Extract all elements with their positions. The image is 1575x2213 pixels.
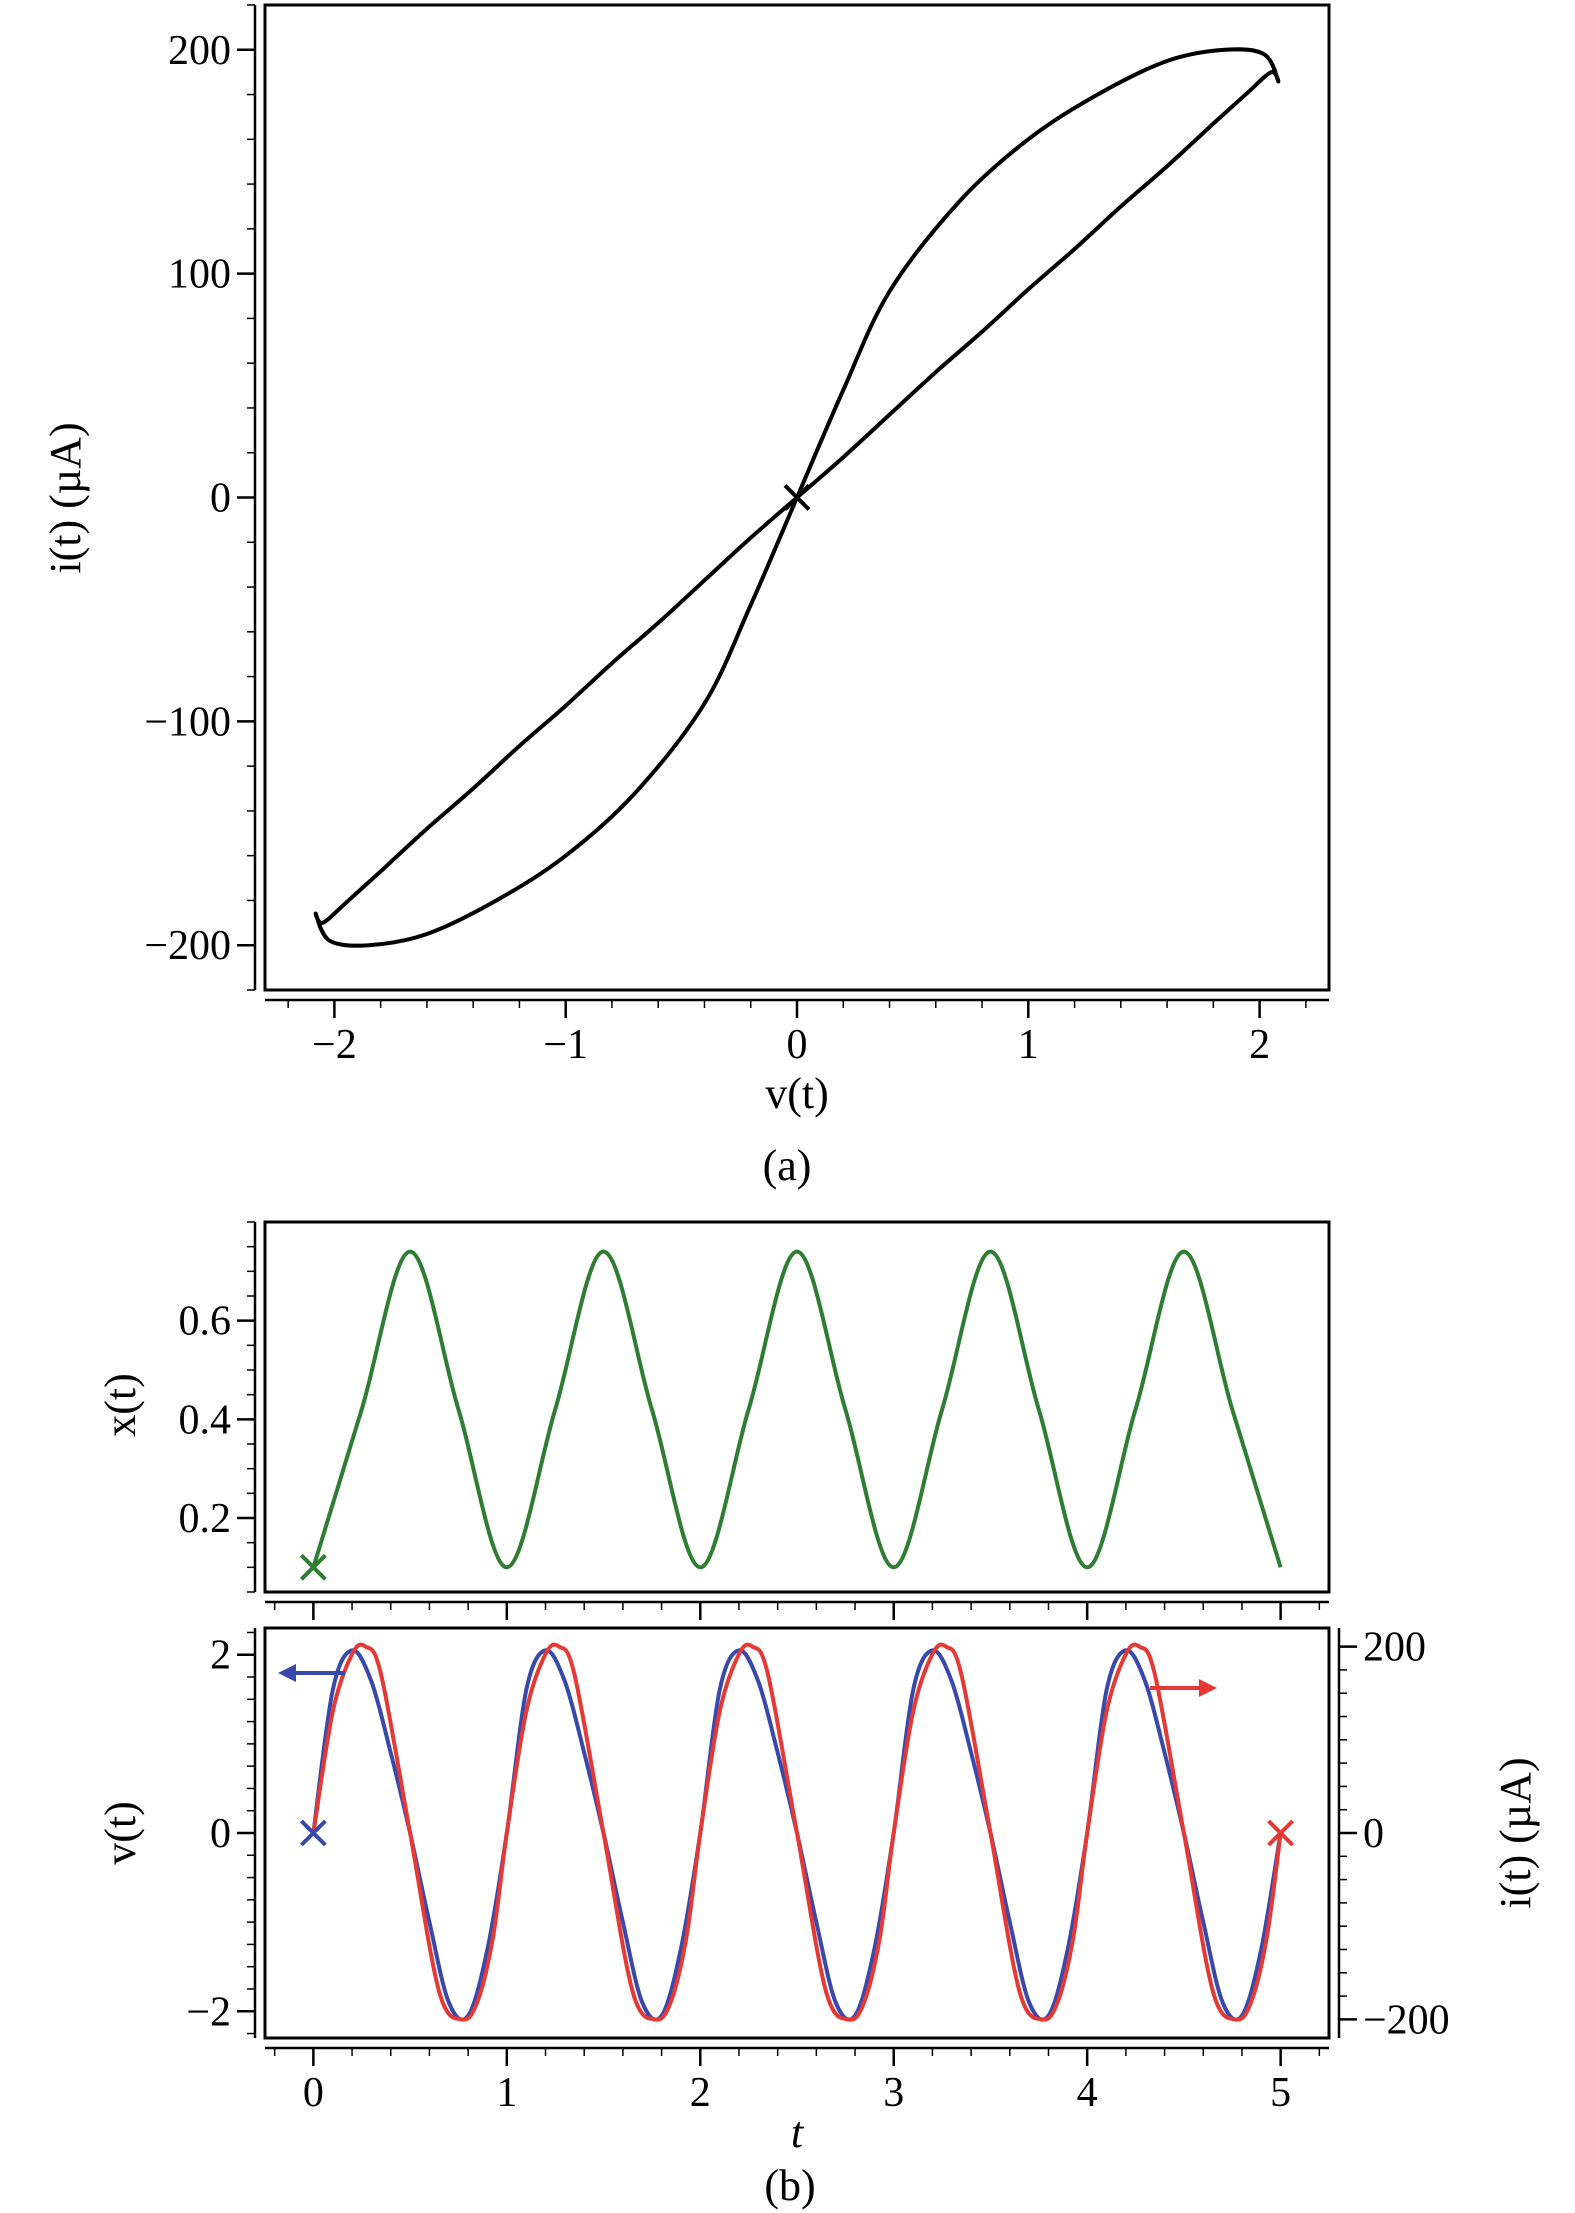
y-tick-label: −2 [186,1989,231,2035]
y-tick-label: 0 [1363,1811,1384,1857]
panel-b-top-x-ticks [273,1602,1321,1620]
x-tick-label: 4 [1077,2070,1098,2116]
panel-a-y-label: i(t) (µA) [41,422,90,573]
y-tick-label: 100 [168,252,231,298]
panel-a-x-label: v(t) [765,1069,829,1118]
y-tick-label: 0.4 [179,1397,232,1443]
y-tick-label: 0 [210,1811,231,1857]
panel-a-markers [783,484,811,511]
panel-b-top-markers [299,1553,327,1581]
y-tick-label: 0.6 [179,1299,232,1345]
marker-cross [299,1819,327,1847]
panel-b-bottom-x-ticks: 0 1 2 3 4 5 [273,2048,1321,2116]
x-tick-label: 1 [1018,1022,1039,1068]
panel-b-top: 0.2 0.4 0.6 x(t) [96,1220,1331,1620]
panel-a-x-ticks: −2 −1 0 1 2 [287,1000,1307,1068]
panel-b-bottom-markers [299,1819,1295,1847]
y-tick-label: 200 [168,28,231,74]
y-tick-label: 0.2 [179,1496,232,1542]
x-tick-label: 2 [690,2070,711,2116]
right-axis-arrow [1150,1679,1217,1697]
marker-cross [783,484,811,511]
y-tick-label: 2 [210,1633,231,1679]
panel-b-top-frame [263,1220,1331,1594]
left-axis-arrow [278,1664,345,1682]
y-tick-label: −200 [144,923,231,969]
panel-b-top-y-label: x(t) [96,1373,145,1437]
panel-b-bottom-y-label: v(t) [96,1801,145,1865]
marker-cross [299,1553,327,1581]
panel-b-bottom: −2 0 2 −200 0 200 0 1 2 3 4 5 v(t) i(t) (µA) t (b… [96,1625,1540,2210]
panel-b-bottom-y2-ticks: −200 0 200 [1339,1625,1450,2043]
panel-a-frame [263,3,1331,992]
x-tick-label: −2 [312,1022,357,1068]
x-tick-label: 0 [787,1022,808,1068]
panel-b-bottom-x-label: t [791,2108,805,2157]
panel-b-bottom-y-ticks: −2 0 2 [186,1631,255,2035]
panel-b-top-series-line [311,1249,1283,1570]
panel-a-caption: (a) [763,1141,812,1190]
x-tick-label: 3 [883,2070,904,2116]
y-tick-label: 0 [210,476,231,522]
x-tick-label: 2 [1249,1022,1270,1068]
panel-b-bottom-y2-label: i(t) (µA) [1491,1757,1540,1908]
x-tick-label: 0 [303,2070,324,2116]
y-tick-label: −200 [1363,1997,1450,2043]
panel-b-caption: (b) [764,2161,815,2210]
panel-b-top-y-ticks: 0.2 0.4 0.6 [179,1221,255,1593]
panel-a: −200 −100 0 100 200 −2 −1 0 1 2 v(t) i(t) (µA) (… [41,3,1331,1190]
y-tick-label: 200 [1363,1625,1426,1671]
panel-a-y-ticks: −200 −100 0 100 200 [144,4,255,991]
x-tick-label: −1 [543,1022,588,1068]
x-tick-label: 1 [496,2070,517,2116]
y-tick-label: −100 [144,699,231,745]
panel-b-bottom-frame [263,1626,1331,2040]
panel-b-bottom-series-i-line [311,1642,1283,2022]
x-tick-label: 5 [1270,2070,1291,2116]
marker-cross [1267,1819,1295,1847]
